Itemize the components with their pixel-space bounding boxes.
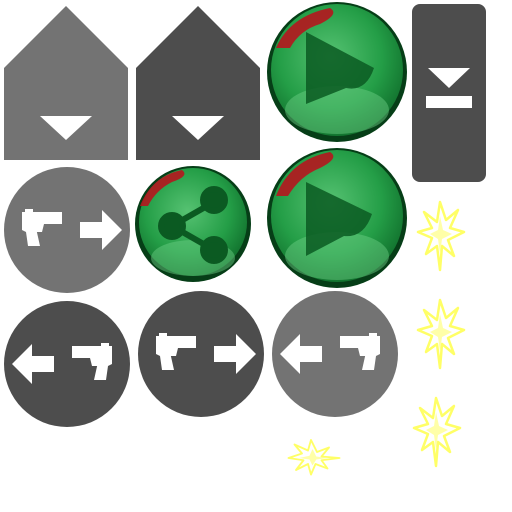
home-down-light-button[interactable]: [4, 6, 128, 160]
arrow-right-icon: [214, 334, 256, 374]
electric-spark-icon: [416, 200, 466, 272]
blood-splatter: [140, 170, 185, 206]
gun-right-light-button[interactable]: [4, 167, 130, 293]
download-button[interactable]: [412, 4, 486, 182]
electric-spark: [416, 200, 466, 272]
gun-left-dark-button[interactable]: [4, 301, 130, 427]
play-green-button[interactable]: [267, 2, 407, 142]
blood-splatter: [276, 152, 334, 196]
gun-left-light-button[interactable]: [272, 291, 398, 417]
arrow-left-icon: [12, 344, 54, 384]
gun-right-dark-button[interactable]: [138, 291, 264, 417]
electric-spark-2: [416, 298, 466, 370]
download-icon: [428, 68, 470, 88]
arrow-left-icon: [280, 334, 322, 374]
share-icon: [158, 186, 228, 264]
arrow-down-icon: [172, 116, 224, 140]
share-green-button[interactable]: [135, 166, 251, 282]
electric-spark-icon: [287, 439, 341, 476]
electric-spark-4: [412, 396, 462, 468]
home-down-dark-button[interactable]: [136, 6, 260, 160]
electric-spark-icon: [416, 298, 466, 370]
blood-splatter: [276, 8, 334, 48]
arrow-right-icon: [80, 210, 122, 250]
electric-spark-icon: [412, 396, 462, 468]
electric-spark-3: [287, 439, 341, 476]
arrow-down-icon: [40, 116, 92, 140]
play-icon: [306, 182, 372, 256]
play-green-button-2[interactable]: [267, 148, 407, 288]
play-icon: [306, 32, 374, 104]
